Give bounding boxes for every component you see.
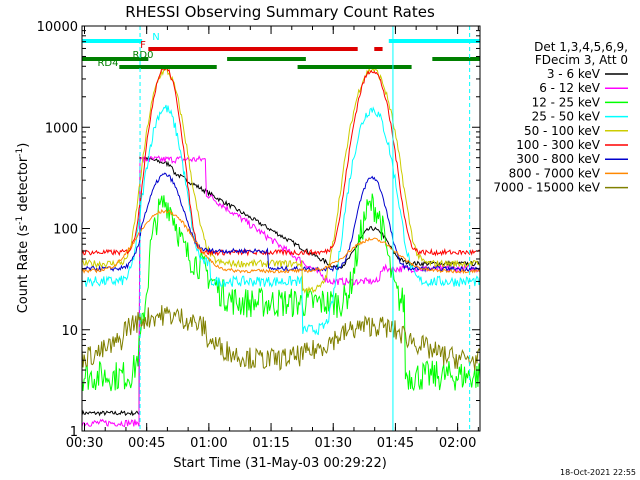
y-tick-label: 10000 <box>37 20 78 35</box>
x-tick-label: 00:30 <box>66 436 103 451</box>
legend-label: 100 - 300 keV <box>516 138 600 152</box>
x-tick-label: 01:45 <box>377 436 414 451</box>
flag-bar-rd4 <box>119 65 217 69</box>
series-line-4 <box>82 66 480 295</box>
y-tick-label: 1 <box>70 425 78 440</box>
x-axis-label: Start Time (31-May-03 00:29:22) <box>173 456 387 471</box>
legend-label: 25 - 50 keV <box>532 110 601 124</box>
series-line-6 <box>82 172 480 273</box>
legend-label: 6 - 12 keV <box>539 81 601 95</box>
flag-bar-rd4 <box>297 65 412 69</box>
x-axis: 00:30 00:45 01:00 01:15 01:30 01:45 02:00 <box>66 26 479 451</box>
series-line-5 <box>82 66 480 257</box>
series-line-7 <box>82 208 480 275</box>
legend: Det 1,3,4,5,6,9, FDecim 3, Att 0 3 - 6 k… <box>493 40 628 195</box>
y-axis: 1 10 100 1000 10000 <box>37 20 480 440</box>
chart-title: RHESSI Observing Summary Count Rates <box>125 3 435 21</box>
y-axis-label: Count Rate (s-1 detector-1) <box>15 143 31 314</box>
legend-label: 3 - 6 keV <box>547 67 601 81</box>
generation-timestamp: 18-Oct-2021 22:55 <box>560 468 636 477</box>
flag-label-n: N <box>152 32 159 43</box>
flag-label-rd0: RD0 <box>132 50 153 61</box>
series-line-3 <box>82 104 480 336</box>
flag-bar-n <box>388 39 480 43</box>
legend-label: 7000 - 15000 keV <box>493 181 600 195</box>
y-tick-label: 10 <box>61 324 78 339</box>
x-tick-label: 01:30 <box>315 436 352 451</box>
legend-label: 800 - 7000 keV <box>509 166 601 180</box>
series-line-8 <box>82 305 480 371</box>
y-tick-label: 100 <box>53 223 78 238</box>
legend-header-1: Det 1,3,4,5,6,9, <box>534 40 628 54</box>
flag-bar-n <box>82 39 143 43</box>
flag-label-f: F <box>140 40 146 51</box>
flag-bar-f <box>148 47 358 51</box>
legend-header-2: FDecim 3, Att 0 <box>535 53 628 67</box>
x-tick-label: 00:45 <box>128 436 165 451</box>
flag-bar-f <box>374 47 383 51</box>
flag-bar-rd0 <box>432 57 480 61</box>
x-tick-label: 02:00 <box>439 436 476 451</box>
series-line-2 <box>82 193 480 392</box>
x-tick-label: 01:15 <box>252 436 289 451</box>
legend-label: 50 - 100 keV <box>524 124 601 138</box>
flag-label-rd4: RD4 <box>97 58 118 69</box>
legend-label: 12 - 25 keV <box>532 95 601 109</box>
flag-bar-rd0 <box>227 57 306 61</box>
legend-label: 300 - 800 keV <box>516 152 600 166</box>
y-tick-label: 1000 <box>45 121 78 136</box>
x-tick-label: 01:00 <box>190 436 227 451</box>
flag-bar-rd0 <box>82 57 149 61</box>
